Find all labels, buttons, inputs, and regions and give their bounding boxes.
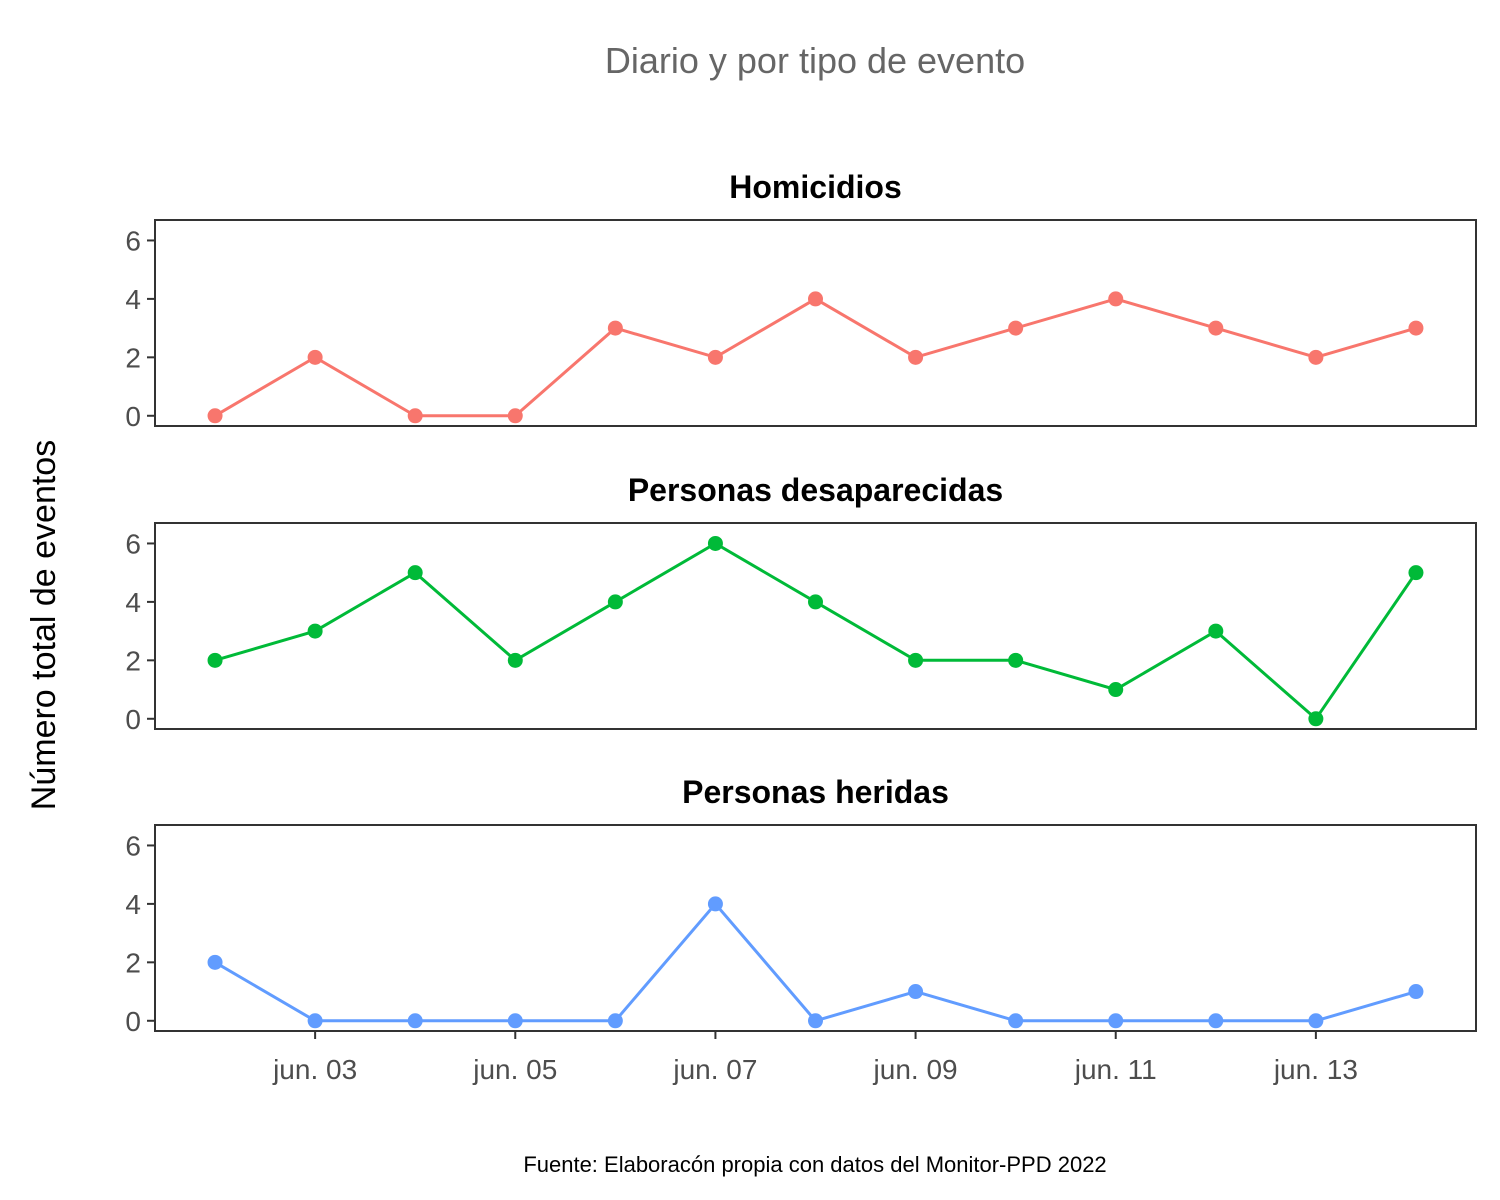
data-point bbox=[307, 623, 323, 639]
data-point bbox=[1408, 984, 1424, 1000]
data-point bbox=[1308, 711, 1324, 727]
data-point bbox=[1408, 320, 1424, 336]
data-point bbox=[1108, 1013, 1124, 1029]
facet-panel: Homicidios 0 2 4 6 bbox=[125, 169, 1477, 432]
y-tick-label: 6 bbox=[125, 225, 141, 256]
facet-panels: Homicidios 0 2 4 6 Personas desaparecidas 0 2 4 6… bbox=[125, 169, 1477, 1037]
panel-border bbox=[154, 824, 1477, 1032]
data-point bbox=[607, 320, 623, 336]
data-point bbox=[307, 1013, 323, 1029]
y-tick-label: 2 bbox=[125, 645, 141, 676]
y-tick-label: 2 bbox=[125, 342, 141, 373]
x-tick-label: jun. 09 bbox=[873, 1054, 958, 1085]
data-point bbox=[207, 954, 223, 970]
data-point bbox=[207, 652, 223, 668]
y-axis-label: Número total de eventos bbox=[25, 440, 63, 810]
y-tick-label: 0 bbox=[125, 401, 141, 432]
series-line bbox=[214, 297, 1417, 418]
data-point bbox=[207, 408, 223, 424]
data-point bbox=[507, 408, 523, 424]
data-point bbox=[407, 565, 423, 581]
data-point bbox=[1308, 349, 1324, 365]
y-tick-label: 2 bbox=[125, 947, 141, 978]
data-point bbox=[1308, 1013, 1324, 1029]
data-point bbox=[307, 349, 323, 365]
series-line bbox=[214, 541, 1418, 722]
source-caption: Fuente: Elaboracón propia con datos del … bbox=[523, 1152, 1106, 1177]
x-axis: jun. 03 jun. 05 jun. 07 jun. 09 jun. 11 jun. … bbox=[272, 1031, 1358, 1085]
data-point bbox=[507, 652, 523, 668]
data-point bbox=[1108, 291, 1124, 307]
y-tick-label: 6 bbox=[125, 830, 141, 861]
facet-strip-label: Personas heridas bbox=[682, 774, 949, 810]
facet-panel: Personas desaparecidas 0 2 4 6 bbox=[125, 472, 1477, 735]
data-point bbox=[707, 349, 723, 365]
facet-strip-label: Homicidios bbox=[729, 169, 901, 205]
data-point bbox=[1108, 682, 1124, 698]
panel-border bbox=[154, 522, 1477, 730]
data-point bbox=[607, 1013, 623, 1029]
data-point bbox=[1008, 1013, 1024, 1029]
data-point bbox=[707, 535, 723, 551]
data-point bbox=[607, 594, 623, 610]
data-point bbox=[808, 291, 823, 307]
series-line bbox=[214, 901, 1417, 1023]
chart-title: Diario y por tipo de evento bbox=[605, 40, 1025, 81]
data-point bbox=[707, 896, 723, 912]
data-point bbox=[808, 1013, 823, 1029]
data-point bbox=[908, 349, 924, 365]
data-point bbox=[908, 984, 924, 1000]
data-point bbox=[407, 408, 423, 424]
data-point bbox=[1208, 623, 1224, 639]
y-tick-label: 4 bbox=[125, 889, 141, 920]
facet-panel: Personas heridas 0 2 4 6 bbox=[125, 774, 1477, 1037]
data-point bbox=[1008, 652, 1024, 668]
data-point bbox=[1408, 565, 1424, 581]
data-point bbox=[1208, 320, 1224, 336]
x-tick-label: jun. 11 bbox=[1074, 1054, 1157, 1085]
data-point bbox=[1008, 320, 1024, 336]
x-tick-label: jun. 13 bbox=[1273, 1054, 1358, 1085]
data-point bbox=[1208, 1013, 1224, 1029]
y-tick-label: 4 bbox=[125, 284, 141, 315]
y-tick-label: 0 bbox=[125, 1006, 141, 1037]
data-point bbox=[407, 1013, 423, 1029]
y-tick-label: 6 bbox=[125, 528, 141, 559]
x-tick-label: jun. 07 bbox=[672, 1054, 757, 1085]
x-tick-label: jun. 05 bbox=[472, 1054, 557, 1085]
data-point bbox=[507, 1013, 523, 1029]
y-tick-label: 4 bbox=[125, 587, 141, 618]
panel-border bbox=[154, 219, 1477, 427]
data-point bbox=[808, 594, 823, 610]
facet-strip-label: Personas desaparecidas bbox=[628, 472, 1003, 508]
y-tick-label: 0 bbox=[125, 704, 141, 735]
x-tick-label: jun. 03 bbox=[272, 1054, 357, 1085]
data-point bbox=[908, 652, 924, 668]
